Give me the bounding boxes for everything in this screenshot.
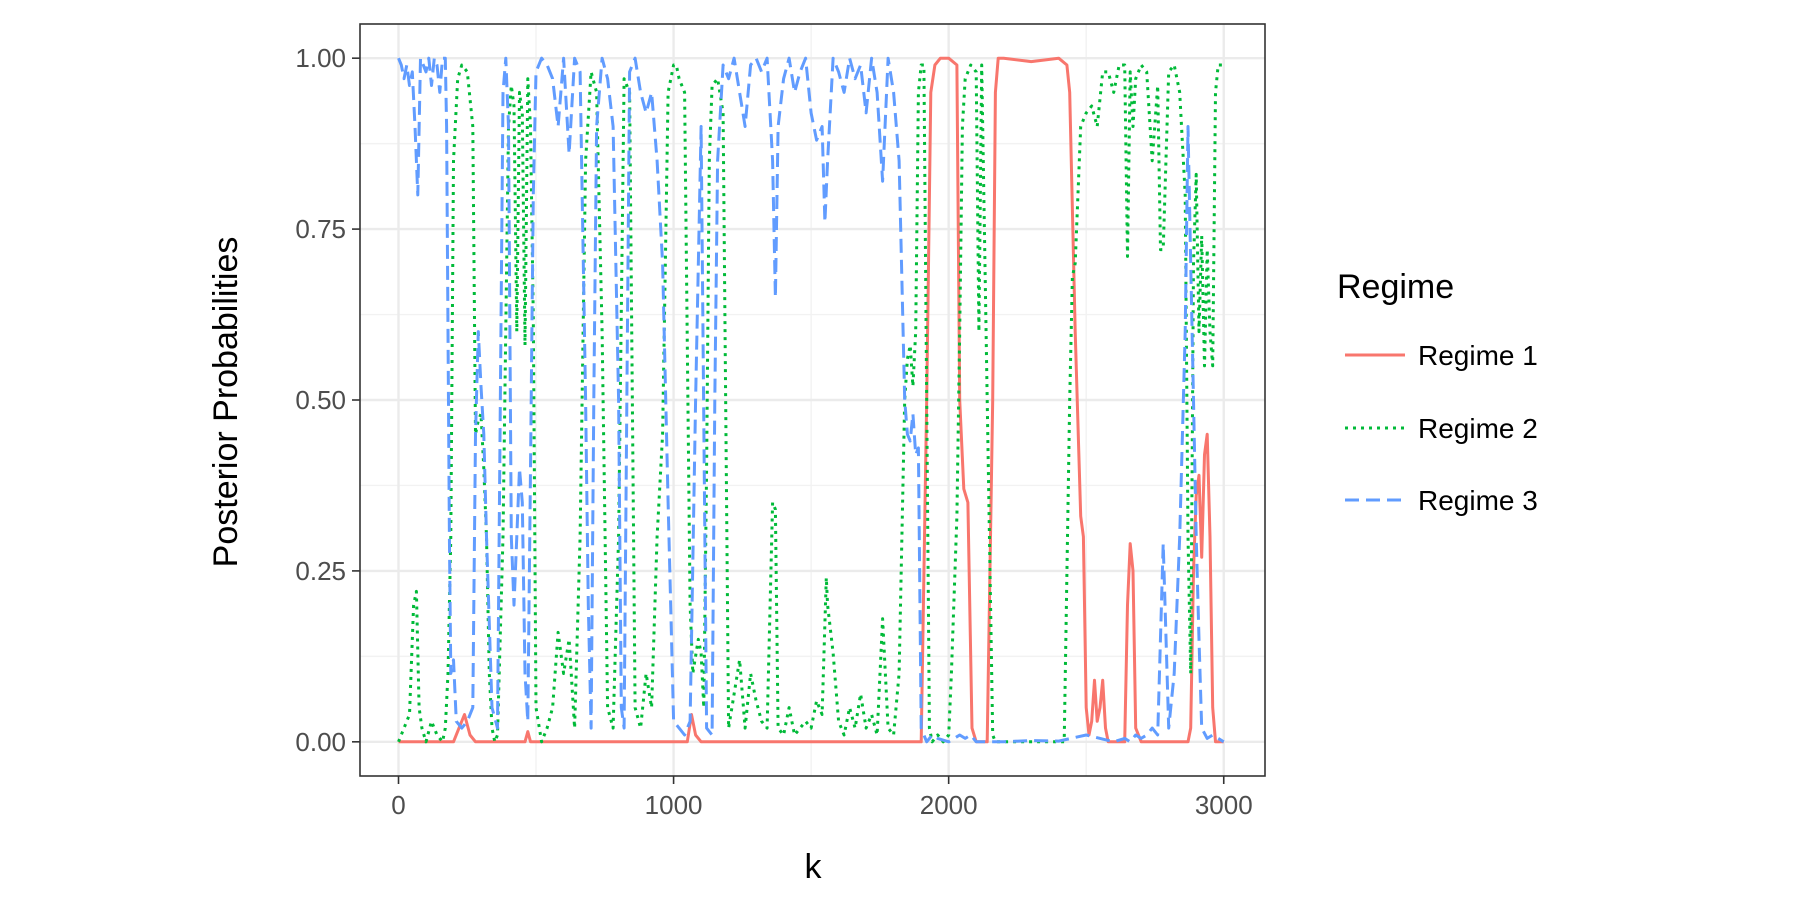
y-axis-title: Posterior Probabilities <box>207 237 245 568</box>
x-axis-title: k <box>805 848 823 886</box>
x-tick-label: 1000 <box>645 790 703 820</box>
y-tick-label: 0.50 <box>295 385 346 415</box>
y-tick-label: 0.00 <box>295 727 346 757</box>
axes: 0 1000 2000 3000 0.00 0.25 0.50 0.75 1.00 <box>295 43 1252 820</box>
y-tick-label: 0.25 <box>295 556 346 586</box>
series-line-3 <box>397 56 1225 744</box>
x-tick-label: 3000 <box>1195 790 1253 820</box>
legend: Regime Regime 1 Regime 2 Regime 3 <box>1337 268 1538 516</box>
legend-item-regime-2: Regime 2 <box>1345 413 1538 444</box>
x-tick-label: 2000 <box>920 790 978 820</box>
plot-series <box>397 56 1225 744</box>
series-line-2 <box>397 63 1224 744</box>
legend-title: Regime <box>1337 268 1454 306</box>
y-tick-label: 1.00 <box>295 43 346 73</box>
legend-item-regime-3: Regime 3 <box>1345 485 1538 516</box>
legend-label-regime-3: Regime 3 <box>1418 485 1538 516</box>
y-tick-label: 0.75 <box>295 214 346 244</box>
x-tick-label: 0 <box>391 790 405 820</box>
legend-label-regime-1: Regime 1 <box>1418 340 1538 371</box>
legend-label-regime-2: Regime 2 <box>1418 413 1538 444</box>
series-line-1 <box>398 56 1224 744</box>
legend-item-regime-1: Regime 1 <box>1345 340 1538 371</box>
